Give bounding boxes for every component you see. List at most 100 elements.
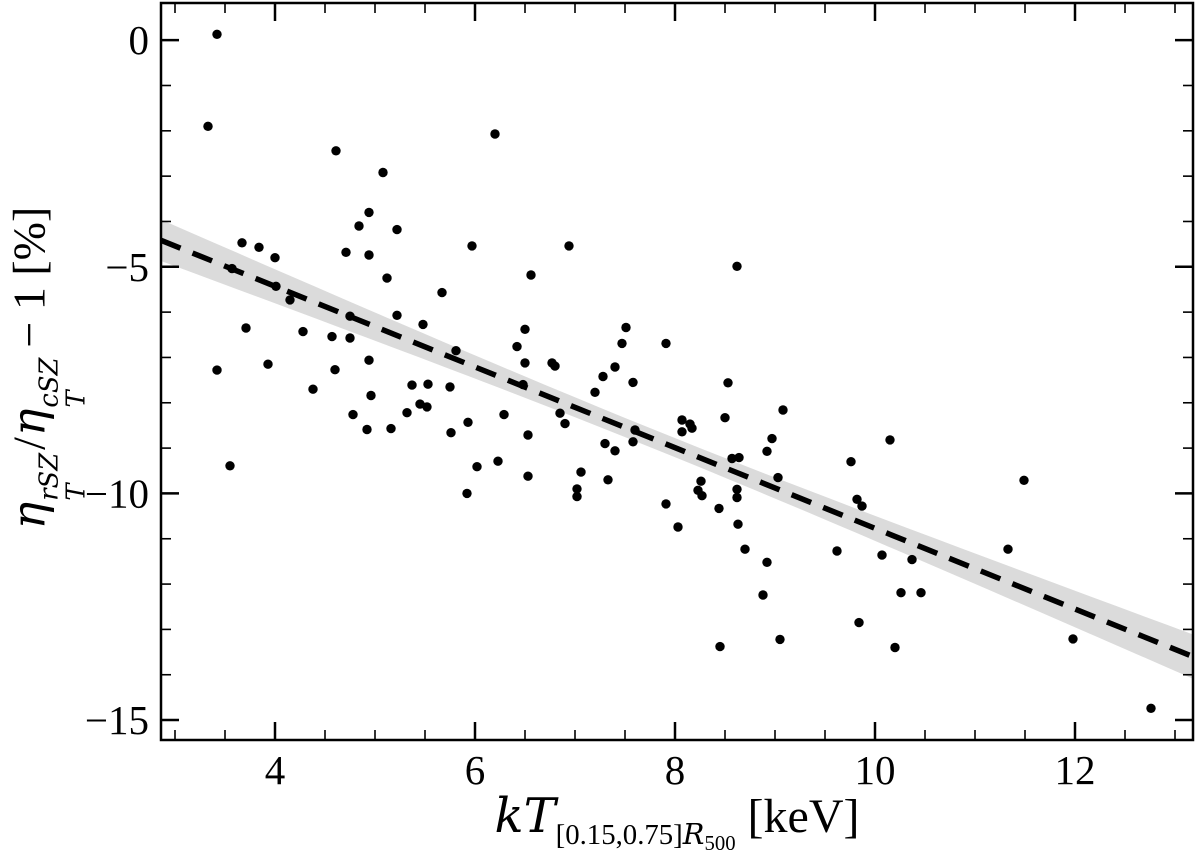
scatter-point	[520, 358, 530, 368]
scatter-point	[598, 371, 608, 382]
scatter-point	[364, 207, 374, 218]
scatter-point	[661, 338, 671, 349]
scatter-point	[720, 413, 730, 423]
y-label-sub-T1: T	[61, 483, 92, 501]
scatter-point	[907, 554, 917, 565]
x-label-unit: [keV]	[735, 790, 860, 843]
scatter-point	[661, 499, 671, 509]
scatter-point	[610, 362, 620, 372]
scatter-point	[877, 550, 887, 560]
scatter-point	[203, 121, 213, 131]
scatter-point	[386, 423, 396, 434]
scatter-point	[241, 323, 251, 333]
scatter-point	[550, 361, 560, 371]
scatter-point	[467, 241, 477, 251]
scatter-point	[572, 484, 582, 494]
scatter-point	[630, 425, 640, 435]
scatter-point	[1146, 703, 1156, 713]
scatter-point	[526, 270, 536, 280]
scatter-point	[857, 501, 867, 511]
scatter-point	[732, 484, 742, 494]
scatter-point	[697, 491, 707, 501]
y-tick-label: −10	[85, 470, 149, 516]
y-tick-label: 0	[129, 17, 150, 63]
scatter-point	[472, 462, 482, 472]
y-label-tail: − 1 [%]	[3, 206, 55, 348]
scatter-point	[628, 437, 638, 447]
scatter-point	[734, 452, 744, 463]
scatter-point	[341, 247, 351, 257]
scatter-point	[298, 326, 308, 337]
scatter-point	[451, 346, 461, 356]
scatter-point	[348, 409, 358, 420]
scatter-point	[493, 456, 503, 466]
scatter-point	[890, 642, 900, 653]
scatter-point	[364, 250, 374, 260]
scatter-point	[271, 281, 281, 291]
scatter-point	[854, 617, 864, 628]
x-tick-label: 10	[855, 747, 896, 793]
scatter-point	[418, 319, 428, 330]
scatter-point	[378, 167, 388, 178]
scatter-point	[212, 365, 222, 375]
scatter-point	[560, 418, 570, 429]
scatter-point	[555, 408, 565, 418]
scatter-point	[407, 380, 417, 390]
scatter-point	[512, 341, 522, 352]
scatter-point	[572, 491, 582, 502]
scatter-point	[832, 546, 842, 556]
x-axis-label: kT[0.15,0.75]R500 [keV]	[161, 788, 1193, 856]
scatter-point	[237, 238, 247, 248]
x-label-subscript-range: [0.15,0.75]	[555, 819, 683, 852]
fit-line	[159, 237, 1195, 660]
scatter-point	[285, 295, 295, 305]
scatter-point	[846, 457, 856, 467]
scatter-point	[308, 384, 318, 394]
scatter-point	[715, 641, 725, 652]
y-label-sub-T2: T	[61, 390, 92, 408]
scatter-point	[762, 557, 772, 567]
scatter-point	[362, 424, 372, 435]
scatter-point	[677, 415, 687, 425]
scatter-point	[462, 488, 472, 499]
scatter-point	[270, 253, 280, 263]
scatter-point	[773, 472, 783, 483]
scatter-point	[896, 588, 906, 598]
scatter-point	[437, 287, 447, 298]
scatter-point	[331, 146, 341, 156]
scatter-point	[723, 378, 733, 388]
x-label-subscript-500: 500	[704, 833, 736, 856]
y-label-slash: /	[3, 437, 55, 450]
scatter-point	[212, 29, 222, 39]
scatter-point	[696, 476, 706, 486]
scatter-point	[852, 494, 862, 504]
scatter-point	[446, 428, 456, 438]
scatter-point	[392, 310, 402, 320]
scatter-point	[520, 324, 530, 334]
scatter-point	[392, 224, 402, 235]
scatter-point	[327, 331, 337, 342]
scatter-point	[490, 129, 500, 139]
scatter-point	[518, 379, 528, 390]
scatter-point	[345, 333, 355, 343]
scatter-point	[345, 311, 355, 321]
scatter-point	[423, 379, 433, 389]
scatter-point	[916, 588, 926, 598]
scatter-point	[1068, 634, 1078, 644]
scatter-point	[382, 273, 392, 283]
scatter-point	[677, 427, 687, 437]
y-tick-label: −15	[85, 697, 149, 743]
scatter-point	[523, 430, 533, 440]
scatter-point	[775, 634, 785, 645]
scatter-point	[687, 423, 697, 433]
scatter-point	[778, 405, 788, 415]
y-axis-label: η rSZ T/η cSZ T − 1 [%]	[1, 206, 92, 530]
scatter-point	[364, 355, 374, 365]
scatter-point	[445, 382, 455, 392]
x-tick-label: 6	[465, 747, 486, 793]
scatter-point	[366, 390, 376, 401]
scatter-point	[254, 242, 264, 252]
scatter-point	[714, 503, 724, 514]
